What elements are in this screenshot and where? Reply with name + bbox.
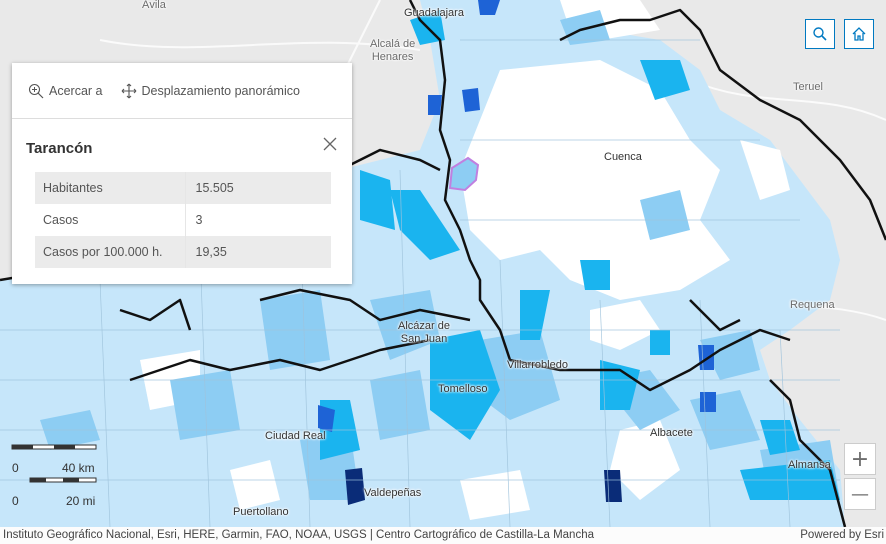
city-label-villarrobledo: Villarrobledo [507, 359, 568, 371]
city-label-albacete: Albacete [650, 427, 693, 439]
zoom-to-label: Acercar a [49, 83, 103, 98]
zoom-to-action[interactable]: Acercar a [28, 83, 103, 99]
scale-zero-mi: 0 [12, 494, 19, 508]
pan-icon [121, 83, 136, 98]
zoom-in-label: + [850, 446, 870, 472]
home-icon [852, 27, 866, 41]
pan-label: Desplazamiento panorámico [141, 83, 300, 98]
table-row: Casos 3 [35, 204, 331, 236]
city-label-requena: Requena [790, 299, 835, 311]
scale-mi-label: 20 mi [66, 494, 96, 508]
city-label-alcazar: Alcázar de San Juan [398, 320, 450, 345]
scale-zero-km: 0 [12, 461, 19, 475]
feature-popup: Acercar a Desplazamiento panorámico Tara… [12, 63, 352, 284]
popup-title: Tarancón [26, 140, 93, 157]
attribute-value: 3 [184, 204, 331, 236]
selected-municipality [448, 156, 480, 192]
city-label-valdepenas: Valdepeñas [364, 487, 422, 499]
search-icon [813, 27, 827, 41]
city-label-teruel: Teruel [793, 81, 823, 93]
city-label-alcala: Alcalá de Henares [370, 38, 416, 63]
attribute-table: Habitantes 15.505 Casos 3 Casos por 100.… [35, 172, 331, 268]
attribution-bar: Instituto Geográfico Nacional, Esri, HER… [0, 527, 886, 544]
search-button[interactable] [805, 19, 835, 49]
city-label-cuenca: Cuenca [604, 151, 642, 163]
attribute-label: Casos por 100.000 h. [35, 236, 185, 268]
zoom-to-icon [28, 83, 44, 98]
table-row: Casos por 100.000 h. 19,35 [35, 236, 331, 268]
table-row: Habitantes 15.505 [35, 172, 331, 204]
city-label-avila: Ávila [142, 0, 166, 11]
zoom-out-button[interactable]: — [844, 478, 876, 510]
city-label-puertollano: Puertollano [233, 506, 289, 518]
city-label-ciudad-real: Ciudad Real [265, 430, 326, 442]
powered-by[interactable]: Powered by Esri [800, 529, 884, 541]
pan-action[interactable]: Desplazamiento panorámico [121, 83, 300, 99]
attribute-value: 15.505 [184, 172, 331, 204]
zoom-in-button[interactable]: + [844, 443, 876, 475]
close-icon[interactable] [322, 136, 338, 152]
scale-bar: 0 40 km 0 20 mi [0, 440, 110, 520]
attribute-label: Casos [43, 213, 79, 227]
city-label-almansa: Almansa [788, 459, 831, 471]
popup-actions: Acercar a Desplazamiento panorámico [12, 63, 352, 119]
city-label-guadalajara: Guadalajara [404, 7, 464, 19]
attribution-text[interactable]: Instituto Geográfico Nacional, Esri, HER… [3, 529, 594, 541]
attribute-value: 19,35 [184, 236, 331, 268]
zoom-out-label: — [851, 483, 869, 505]
city-label-tomelloso: Tomelloso [438, 383, 488, 395]
home-button[interactable] [844, 19, 874, 49]
scale-km-label: 40 km [62, 461, 95, 475]
attribute-label: Habitantes [35, 172, 185, 204]
